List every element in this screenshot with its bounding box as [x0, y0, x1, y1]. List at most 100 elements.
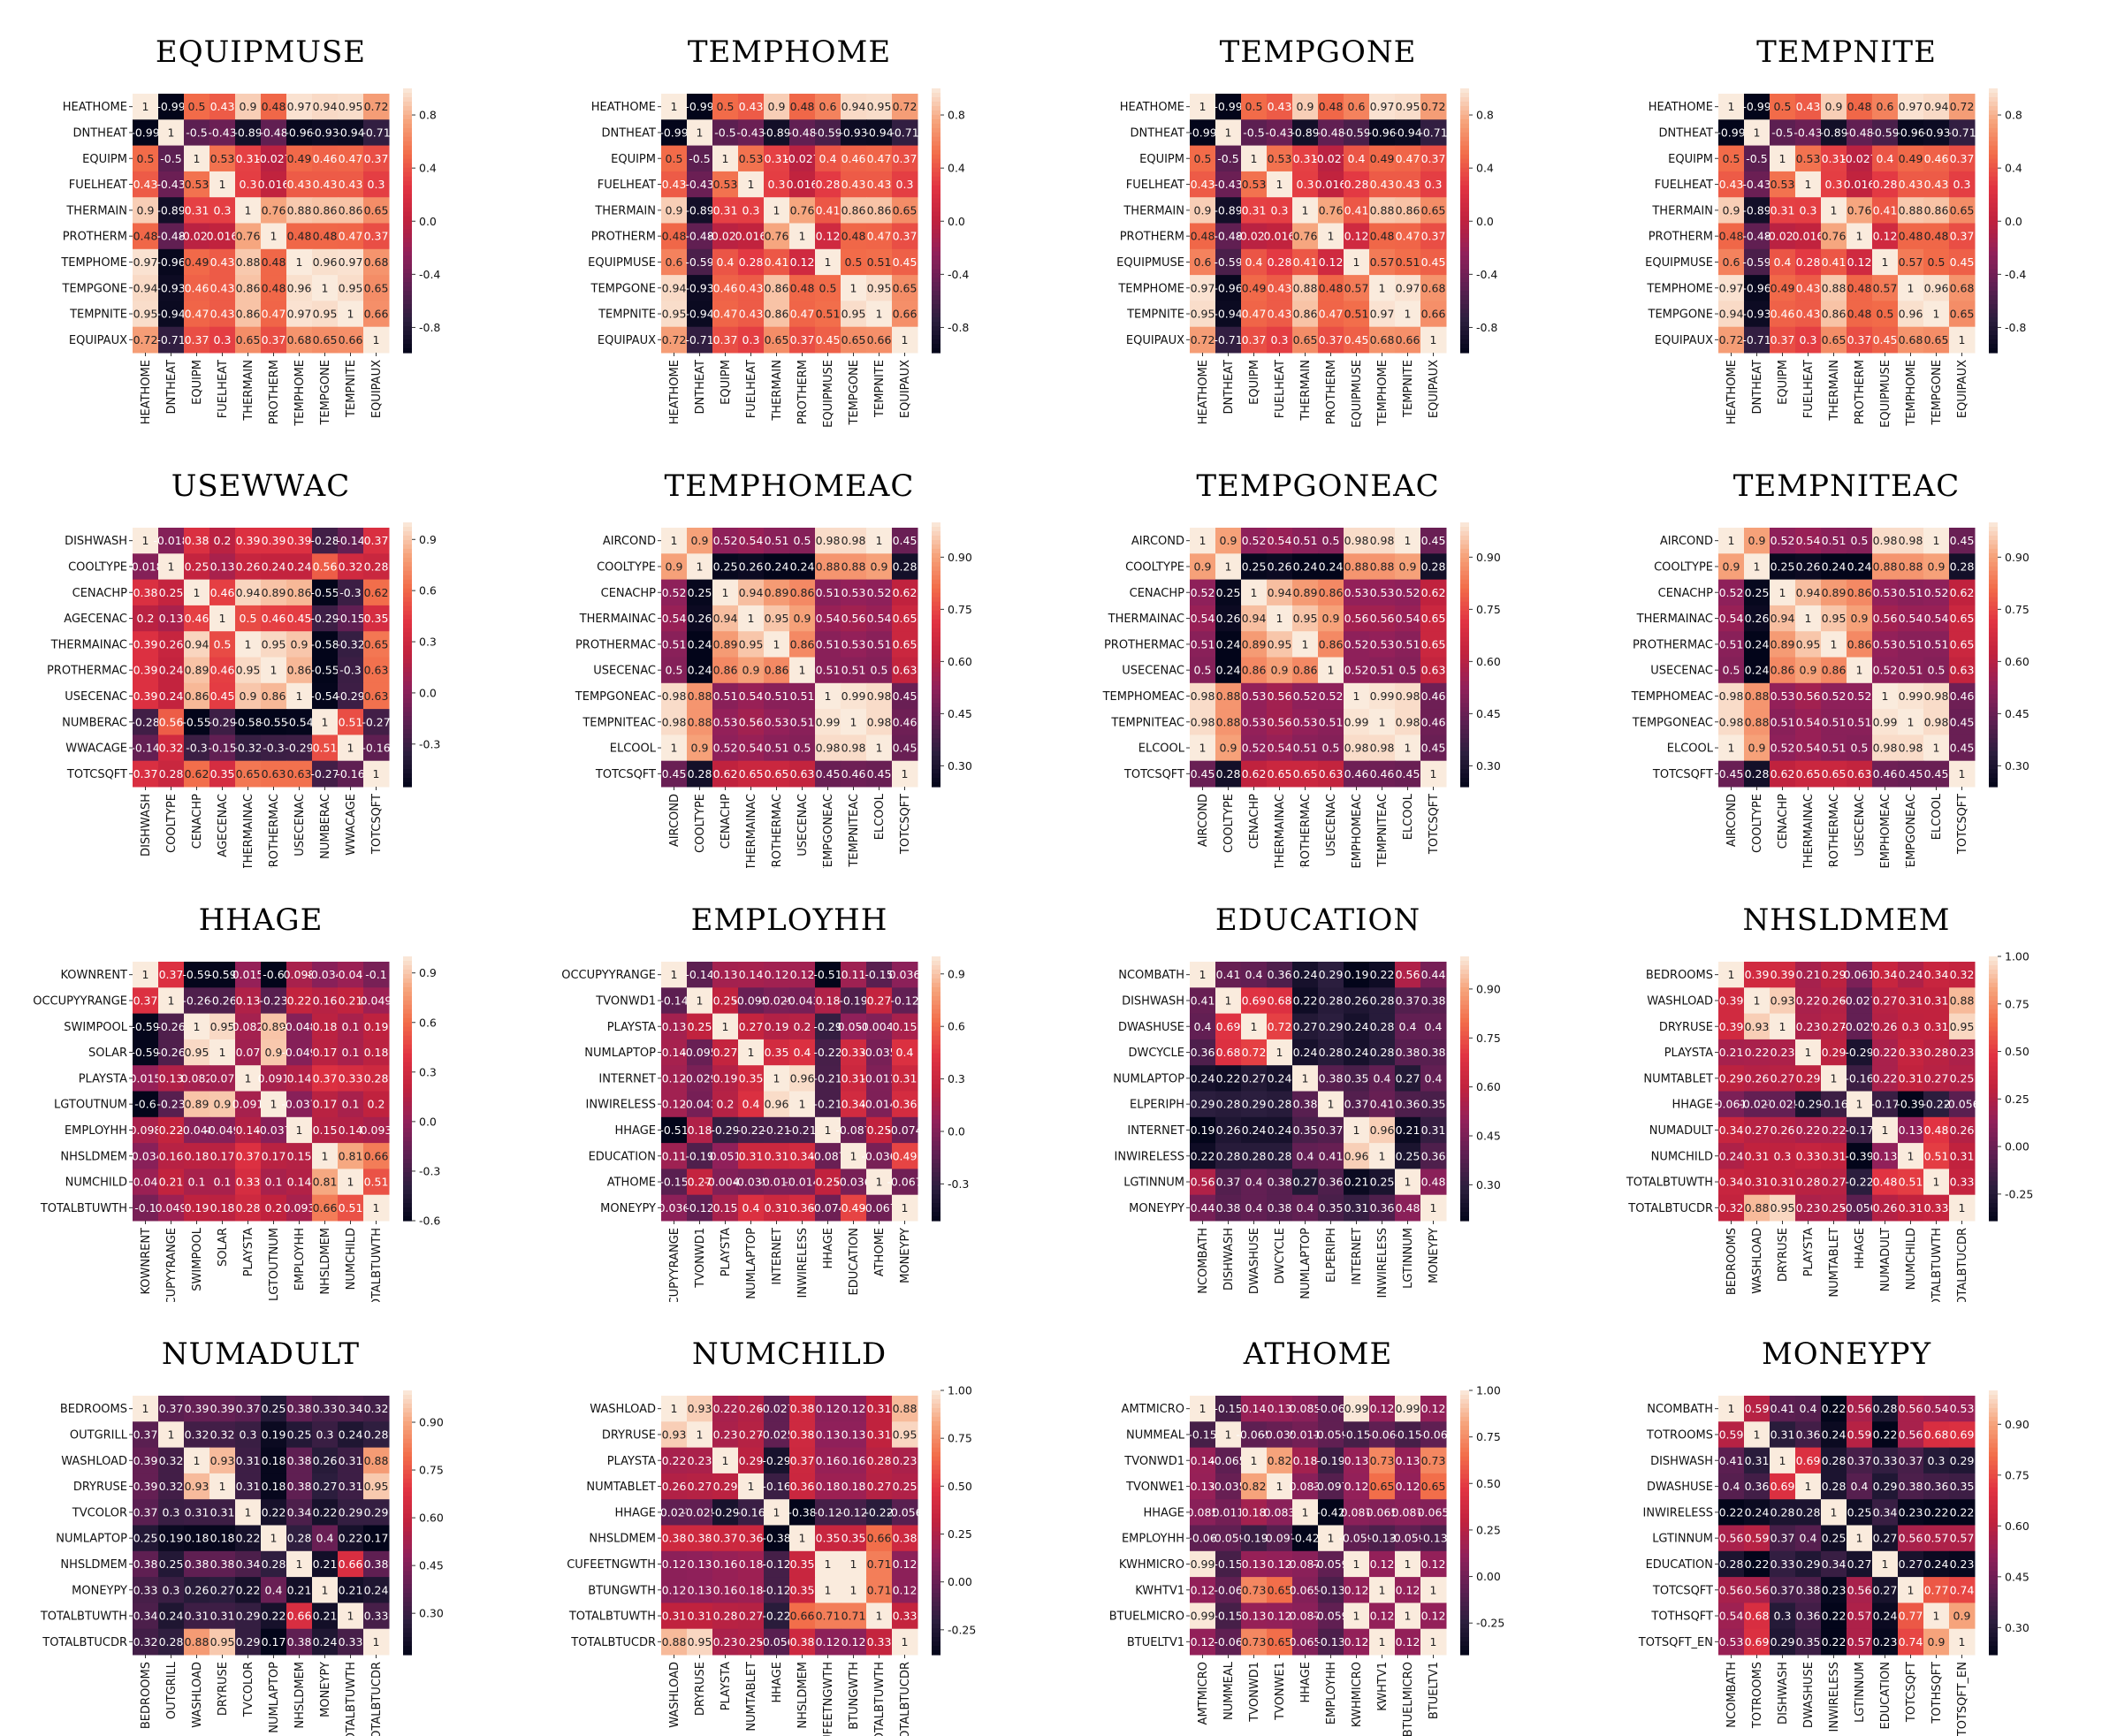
- heatmap-cell: [133, 145, 159, 172]
- heatmap-cell: [1369, 1143, 1396, 1169]
- heatmap-panel-tempniteac: TEMPNITEAC 1 0.9 0.52 0.54 0.51 0.5 0.98 0.98 1 0.…: [1586, 434, 2114, 868]
- cell-value: 0.28: [1216, 767, 1241, 780]
- heatmap-cell: [1420, 1577, 1447, 1603]
- heatmap-cell: [892, 631, 918, 658]
- heatmap-cell: [1898, 657, 1924, 684]
- colorbar-segment: [1460, 614, 1469, 621]
- cell-value: 0.65: [1950, 612, 1975, 625]
- colorbar-tick-label: 0.30: [948, 759, 972, 773]
- heatmap-cell: [687, 301, 713, 328]
- cell-value: 0.51: [816, 637, 841, 651]
- colorbar-segment: [403, 707, 412, 712]
- cell-value: 0.21: [1396, 1123, 1420, 1137]
- colorbar-segment: [1460, 982, 1469, 988]
- cell-value: -0.59: [1342, 126, 1370, 139]
- heatmap-cell: [1344, 248, 1370, 276]
- heatmap-cell: [738, 962, 765, 988]
- heatmap-cell: [133, 962, 159, 988]
- cell-value: -0.22: [864, 1505, 893, 1519]
- cell-value: 0.48: [1396, 1201, 1420, 1214]
- cell-value: -0.89: [685, 203, 713, 217]
- heatmap-cell: [1949, 1577, 1976, 1603]
- cell-value: -0.89: [762, 126, 790, 139]
- heatmap-cell: [184, 735, 210, 762]
- row-label: FUELHEAT: [598, 179, 656, 192]
- cell-value: 0.37: [1771, 1583, 1795, 1596]
- heatmap-cell: [209, 1039, 236, 1066]
- heatmap-cell: [1898, 987, 1924, 1015]
- heatmap-cell: [158, 682, 185, 710]
- colorbar-segment: [403, 1522, 412, 1528]
- colorbar-segment: [403, 1438, 412, 1444]
- colorbar-segment: [1460, 1416, 1469, 1422]
- cell-value: 0.76: [236, 230, 261, 243]
- heatmap-cell: [133, 197, 159, 224]
- column-label: BEDROOMS: [1725, 1228, 1739, 1295]
- heatmap-cell: [1395, 553, 1421, 581]
- heatmap-cell: [1718, 987, 1745, 1015]
- heatmap-cell: [764, 1065, 790, 1092]
- cell-value: 0.48: [1873, 1176, 1898, 1189]
- colorbar-segment: [932, 765, 940, 770]
- cell-value: 0.93: [1745, 1020, 1770, 1033]
- cell-value: 0.12: [1191, 1635, 1215, 1648]
- heatmap-cell: [363, 735, 390, 762]
- heatmap-cell: [1744, 1447, 1771, 1474]
- cell-value: -0.059: [1338, 1532, 1374, 1545]
- colorbar-segment: [1460, 1403, 1469, 1409]
- colorbar-segment: [1989, 1185, 1998, 1191]
- heatmap-cell: [1847, 682, 1873, 710]
- colorbar-segment: [1460, 1434, 1469, 1440]
- heatmap-cell: [1318, 1143, 1344, 1169]
- heatmap-cell: [235, 1169, 262, 1196]
- heatmap-cell: [158, 94, 185, 120]
- heatmap-cell: [738, 1525, 765, 1552]
- cell-value: 0.4: [1723, 1480, 1740, 1493]
- colorbar-segment: [1460, 163, 1469, 169]
- colorbar-segment: [932, 300, 940, 305]
- cell-value: 0.32: [159, 1454, 184, 1467]
- cell-value: 0.38: [1319, 1071, 1344, 1085]
- cell-value: 0.27: [1822, 1020, 1847, 1033]
- colorbar-segment: [932, 1566, 940, 1572]
- heatmap-cell: [209, 1421, 236, 1449]
- cell-value: 0.32: [185, 1428, 209, 1441]
- cell-value: 0.63: [1847, 767, 1872, 780]
- heatmap-cell: [815, 1169, 841, 1196]
- heatmap-cell: [687, 709, 713, 735]
- heatmap-cell: [1847, 197, 1873, 224]
- cell-value: 0.46: [713, 281, 738, 294]
- cell-value: 0.31: [688, 1610, 712, 1623]
- cell-value: 0.52: [713, 534, 738, 547]
- cell-value: 0.97: [133, 255, 158, 269]
- row-label: EQUIPAUX: [1655, 334, 1713, 347]
- colorbar-segment: [1989, 1115, 1998, 1120]
- column-label: TEMPHOME: [1376, 360, 1390, 427]
- cell-value: 0.37: [893, 230, 918, 243]
- cell-value: 0.86: [1847, 637, 1872, 651]
- colorbar-segment: [1989, 88, 1998, 94]
- cell-value: 0.28: [1370, 1020, 1395, 1033]
- cell-value: -0.13: [1316, 1583, 1344, 1596]
- cell-value: 0.31: [1899, 994, 1923, 1007]
- heatmap-cell: [363, 1628, 390, 1656]
- colorbar-segment: [1460, 1465, 1469, 1471]
- cell-value: 0.9: [691, 742, 709, 755]
- cell-value: -0.22: [813, 1046, 841, 1059]
- cell-value: 1: [1199, 968, 1207, 981]
- heatmap-cell: [1949, 1169, 1976, 1196]
- heatmap-cell: [261, 1091, 287, 1118]
- heatmap-cell: [1292, 1421, 1319, 1449]
- heatmap-cell: [235, 1499, 262, 1526]
- heatmap-cell: [738, 631, 765, 658]
- cell-value: 0.33: [841, 1046, 866, 1059]
- cell-value: 0.4: [1399, 1020, 1417, 1033]
- cell-value: -0.15: [1393, 1428, 1421, 1441]
- column-label: TOTSQFT_EN: [1956, 1662, 1969, 1736]
- cell-value: 1: [219, 1480, 226, 1493]
- heatmap-cell: [1241, 1143, 1268, 1169]
- cell-value: -0.59: [1214, 255, 1242, 269]
- row-label: LGTINNUM: [1123, 1176, 1184, 1190]
- cell-value: 0.29: [1319, 1020, 1344, 1033]
